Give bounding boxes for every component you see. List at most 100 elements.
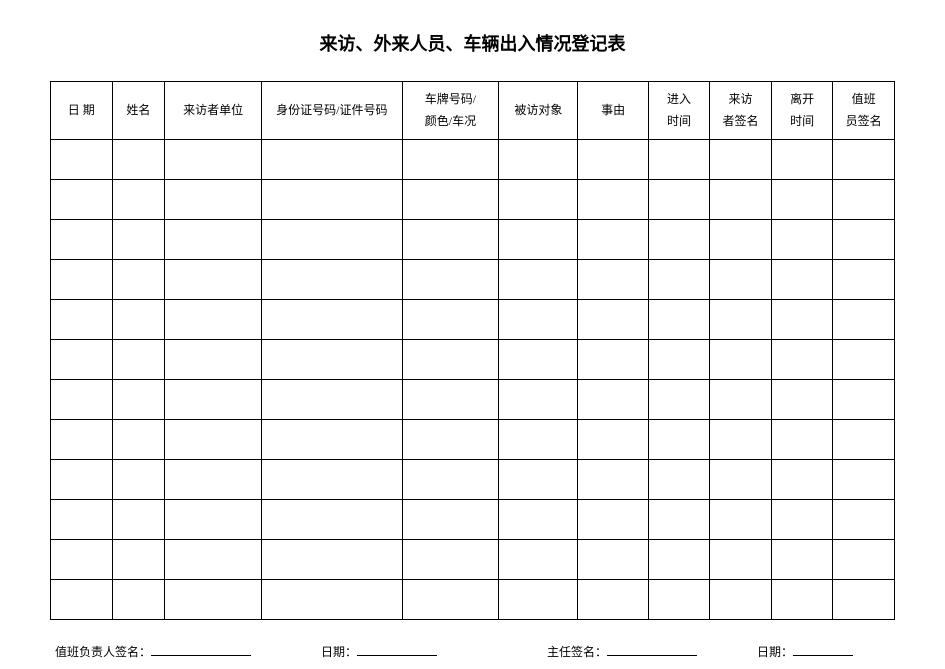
col-header-4: 车牌号码/颜色/车况: [402, 82, 499, 140]
table-cell: [499, 420, 578, 460]
date2-group: 日期：: [757, 642, 853, 660]
table-cell: [402, 180, 499, 220]
table-row: [51, 340, 895, 380]
table-cell: [261, 140, 402, 180]
date1-label: 日期：: [321, 643, 357, 660]
page-title: 来访、外来人员、车辆出入情况登记表: [50, 30, 895, 56]
date2-label: 日期：: [757, 643, 793, 660]
col-header-2: 来访者单位: [165, 82, 262, 140]
table-cell: [578, 300, 648, 340]
col-header-9: 离开时间: [771, 82, 833, 140]
table-row: [51, 260, 895, 300]
table-cell: [402, 140, 499, 180]
table-cell: [165, 500, 262, 540]
table-cell: [261, 180, 402, 220]
table-cell: [833, 580, 895, 620]
table-cell: [833, 220, 895, 260]
duty-sign-line: [151, 642, 251, 656]
table-cell: [112, 180, 165, 220]
table-cell: [710, 300, 772, 340]
table-row: [51, 180, 895, 220]
table-cell: [499, 500, 578, 540]
table-cell: [499, 300, 578, 340]
table-cell: [648, 180, 710, 220]
col-header-8: 来访者签名: [710, 82, 772, 140]
table-cell: [499, 340, 578, 380]
table-row: [51, 500, 895, 540]
table-cell: [499, 140, 578, 180]
table-cell: [261, 260, 402, 300]
table-cell: [112, 140, 165, 180]
date1-group: 日期：: [321, 642, 437, 660]
table-row: [51, 300, 895, 340]
table-cell: [710, 460, 772, 500]
table-cell: [578, 580, 648, 620]
col-header-5: 被访对象: [499, 82, 578, 140]
table-cell: [402, 380, 499, 420]
table-cell: [771, 300, 833, 340]
col-header-3: 身份证号码/证件号码: [261, 82, 402, 140]
table-cell: [51, 220, 113, 260]
footer-row: 值班负责人签名： 日期： 主任签名： 日期：: [50, 642, 895, 660]
table-cell: [648, 140, 710, 180]
table-row: [51, 220, 895, 260]
table-cell: [112, 460, 165, 500]
table-cell: [833, 340, 895, 380]
register-table: 日 期姓名来访者单位身份证号码/证件号码车牌号码/颜色/车况被访对象事由进入时间…: [50, 81, 895, 620]
table-cell: [165, 540, 262, 580]
table-cell: [578, 420, 648, 460]
table-cell: [771, 580, 833, 620]
table-cell: [51, 260, 113, 300]
table-cell: [578, 220, 648, 260]
table-cell: [710, 500, 772, 540]
table-cell: [710, 340, 772, 380]
table-cell: [165, 580, 262, 620]
table-cell: [51, 420, 113, 460]
table-cell: [771, 460, 833, 500]
date2-line: [793, 642, 853, 656]
table-cell: [51, 140, 113, 180]
table-cell: [112, 260, 165, 300]
table-cell: [771, 220, 833, 260]
table-cell: [648, 500, 710, 540]
table-cell: [51, 300, 113, 340]
table-cell: [112, 580, 165, 620]
table-cell: [648, 380, 710, 420]
table-cell: [402, 220, 499, 260]
table-cell: [710, 140, 772, 180]
table-cell: [402, 420, 499, 460]
table-row: [51, 380, 895, 420]
table-cell: [648, 420, 710, 460]
col-header-1: 姓名: [112, 82, 165, 140]
table-cell: [648, 580, 710, 620]
table-row: [51, 140, 895, 180]
table-cell: [112, 500, 165, 540]
table-cell: [499, 380, 578, 420]
table-cell: [771, 340, 833, 380]
table-row: [51, 540, 895, 580]
table-cell: [112, 340, 165, 380]
table-cell: [771, 420, 833, 460]
table-cell: [165, 380, 262, 420]
table-cell: [710, 260, 772, 300]
table-cell: [771, 140, 833, 180]
table-cell: [402, 540, 499, 580]
table-cell: [833, 260, 895, 300]
table-cell: [165, 460, 262, 500]
table-cell: [648, 340, 710, 380]
table-cell: [833, 380, 895, 420]
table-body: [51, 140, 895, 620]
table-cell: [578, 140, 648, 180]
table-cell: [165, 340, 262, 380]
table-cell: [710, 540, 772, 580]
table-cell: [499, 580, 578, 620]
col-header-10: 值班员签名: [833, 82, 895, 140]
table-cell: [771, 180, 833, 220]
table-cell: [578, 540, 648, 580]
table-cell: [261, 460, 402, 500]
table-cell: [771, 540, 833, 580]
table-cell: [648, 260, 710, 300]
table-cell: [51, 500, 113, 540]
table-cell: [710, 580, 772, 620]
table-cell: [51, 380, 113, 420]
